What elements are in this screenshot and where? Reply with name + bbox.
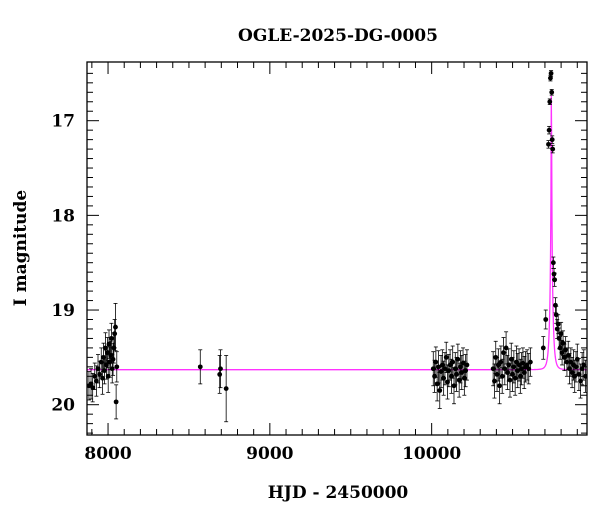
data-point xyxy=(499,373,505,379)
data-point xyxy=(113,324,118,330)
data-point xyxy=(464,362,470,368)
x-tick-label: 8000 xyxy=(84,444,131,464)
data-point xyxy=(92,373,98,379)
data-point xyxy=(95,366,101,372)
data-point xyxy=(88,381,94,387)
data-point xyxy=(450,359,456,365)
data-point xyxy=(109,366,115,372)
data-point xyxy=(550,260,556,266)
data-point xyxy=(550,146,556,152)
data-point xyxy=(557,345,563,351)
data-point xyxy=(551,271,557,277)
data-point xyxy=(546,127,552,133)
data-point xyxy=(526,366,532,372)
data-point xyxy=(547,99,553,105)
data-point xyxy=(113,399,119,405)
y-tick-label: 18 xyxy=(51,206,75,226)
data-point xyxy=(549,137,555,143)
chart-title: OGLE-2025-DG-0005 xyxy=(238,26,438,46)
y-tick-label: 19 xyxy=(51,301,75,321)
data-point xyxy=(433,359,439,365)
data-point xyxy=(540,345,546,351)
data-point xyxy=(90,385,96,391)
data-point xyxy=(223,386,229,392)
data-point xyxy=(543,317,549,322)
data-point xyxy=(558,331,564,337)
data-point xyxy=(217,372,223,377)
data-point xyxy=(548,75,553,81)
model-curve xyxy=(87,95,587,371)
data-point xyxy=(553,302,558,308)
data-point xyxy=(552,277,558,283)
data-point xyxy=(197,364,203,370)
data-point xyxy=(555,321,561,327)
data-point xyxy=(97,372,103,377)
data-point xyxy=(581,362,587,368)
data-point xyxy=(549,89,555,95)
data-point xyxy=(102,368,107,374)
data-point xyxy=(103,345,108,351)
data-point xyxy=(503,345,509,351)
data-point xyxy=(218,366,223,372)
data-point xyxy=(443,354,449,360)
x-tick-label: 10000 xyxy=(402,444,461,464)
data-point xyxy=(548,70,554,76)
data-point xyxy=(109,336,114,341)
data-point xyxy=(104,350,110,356)
data-point xyxy=(497,383,503,389)
data-point xyxy=(100,375,105,381)
plot-area xyxy=(87,70,587,423)
data-point xyxy=(455,356,461,362)
axis-ticks: 8000 9000 10000 17 18 19 20 xyxy=(51,62,587,464)
y-axis-label: I magnitude xyxy=(11,190,31,307)
plot-inner xyxy=(87,70,587,423)
x-axis-label: HJD - 2450000 xyxy=(268,483,409,503)
y-tick-label: 20 xyxy=(51,396,75,416)
data-point xyxy=(527,359,533,365)
data-point xyxy=(502,366,508,372)
data-point xyxy=(578,378,583,384)
data-point xyxy=(93,378,99,384)
data-point xyxy=(524,362,530,368)
data-point xyxy=(114,364,120,370)
data-point xyxy=(112,331,118,337)
data-point xyxy=(492,378,497,384)
data-point xyxy=(110,356,116,362)
data-point xyxy=(106,341,112,347)
data-point xyxy=(437,388,443,393)
data-point xyxy=(576,372,582,377)
data-point xyxy=(436,364,441,370)
plot-frame xyxy=(86,61,588,436)
data-point xyxy=(546,141,551,147)
data-point xyxy=(507,377,513,383)
y-tick-label: 17 xyxy=(51,112,75,132)
x-tick-label: 9000 xyxy=(246,444,293,464)
data-point xyxy=(579,366,585,372)
